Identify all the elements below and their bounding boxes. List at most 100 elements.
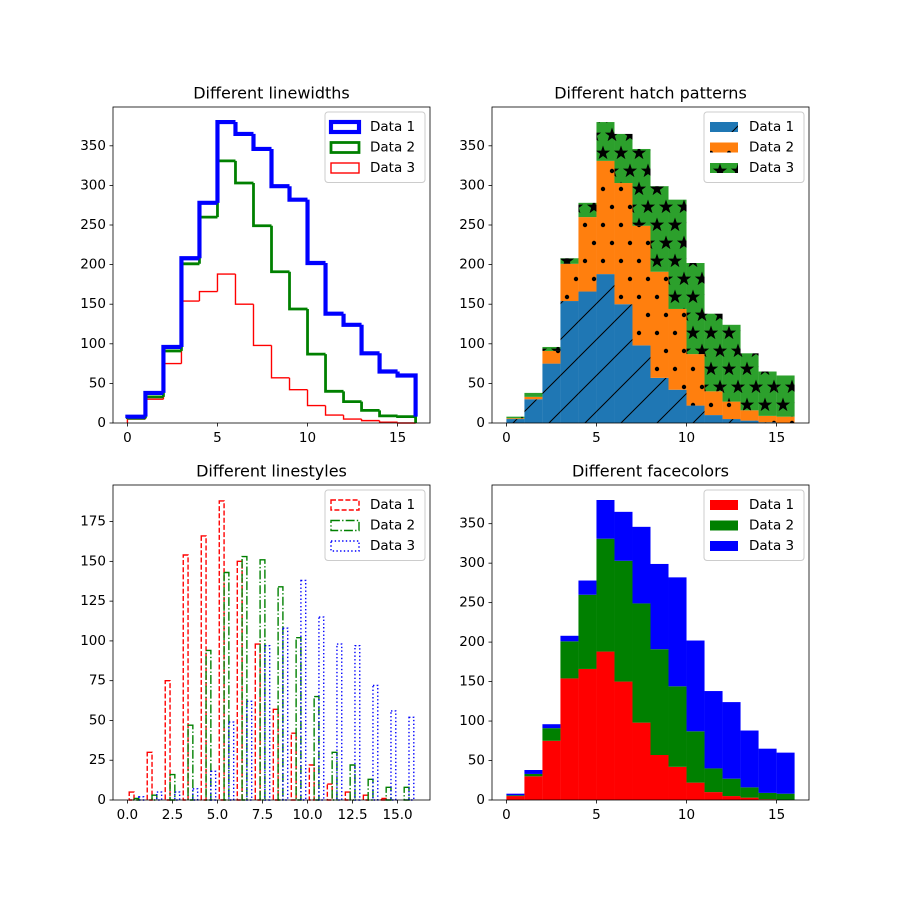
step-segment — [198, 290, 218, 302]
y-tick-label: 175 — [80, 514, 106, 530]
bar — [668, 686, 687, 767]
x-tick-label: 7.5 — [252, 807, 273, 823]
bar — [704, 792, 723, 800]
y-tick-label: 350 — [459, 138, 485, 154]
bar — [650, 186, 669, 272]
bar — [758, 792, 777, 800]
bar — [560, 678, 579, 800]
bar — [218, 500, 225, 801]
bar — [596, 651, 615, 800]
bar — [614, 133, 633, 184]
axes-frame — [491, 106, 810, 424]
bar — [272, 708, 279, 801]
step-segment — [306, 308, 326, 356]
step-segment — [359, 324, 380, 356]
x-tick-label: 12.5 — [338, 807, 368, 823]
bar — [210, 770, 217, 801]
step-segment — [342, 415, 362, 420]
bar — [704, 415, 723, 423]
legend-swatch — [328, 119, 362, 135]
bar — [560, 641, 579, 679]
legend-label: Data 2 — [749, 518, 794, 534]
legend-label: Data 3 — [749, 160, 794, 176]
step-segment — [396, 415, 417, 423]
bar — [128, 791, 135, 801]
bar — [776, 375, 795, 417]
bar — [390, 710, 397, 801]
bar — [722, 702, 741, 779]
step-segment — [324, 405, 344, 416]
y-tick-label: 75 — [89, 673, 106, 689]
y-tick-label: 350 — [459, 516, 485, 532]
bar — [236, 560, 243, 801]
bar — [542, 350, 561, 364]
step-segment — [323, 263, 344, 316]
bar — [403, 786, 410, 801]
bar — [331, 751, 338, 801]
y-tick-label: 200 — [459, 257, 485, 273]
legend-label: Data 3 — [370, 538, 415, 554]
bar — [560, 301, 579, 423]
step-segment — [269, 148, 290, 189]
bar — [722, 324, 741, 402]
bar — [668, 766, 687, 800]
step-segment — [179, 256, 200, 347]
y-tick-label: 0 — [476, 415, 485, 431]
legend-label: Data 2 — [749, 140, 794, 156]
x-tick-label: 0 — [502, 807, 511, 823]
bar — [578, 202, 597, 218]
bar — [758, 415, 777, 423]
bar — [632, 225, 651, 346]
bar — [776, 416, 795, 423]
step-segment — [216, 273, 236, 292]
bar — [506, 419, 525, 423]
x-tick-label: 15.0 — [383, 807, 413, 823]
y-tick-label: 0 — [476, 792, 485, 808]
bar — [506, 793, 525, 796]
bar — [542, 346, 561, 351]
step-segment — [288, 271, 308, 311]
legend-box — [324, 489, 426, 561]
step-segment — [324, 354, 344, 393]
bar — [758, 371, 777, 416]
bar — [259, 559, 266, 801]
bar — [632, 526, 651, 604]
bar — [354, 644, 361, 801]
bar — [650, 377, 669, 423]
x-tick-label: 5 — [592, 807, 601, 823]
bar — [596, 122, 615, 161]
chart-title: Different facecolors — [572, 462, 729, 481]
bar — [632, 603, 651, 723]
bar — [200, 535, 207, 801]
bar — [740, 410, 759, 421]
bar — [614, 511, 633, 561]
step-segment — [360, 401, 380, 412]
step-segment — [270, 225, 290, 274]
y-tick-label: 0 — [97, 792, 106, 808]
bar — [241, 555, 248, 801]
step-segment — [360, 419, 380, 422]
bar — [578, 217, 597, 292]
legend-label: Data 1 — [370, 119, 415, 135]
y-tick-label: 150 — [80, 553, 106, 569]
y-tick-label: 350 — [80, 138, 106, 154]
step-segment — [180, 262, 200, 351]
bar — [596, 160, 615, 275]
step-segment — [251, 133, 272, 152]
y-tick-label: 0 — [97, 415, 106, 431]
step-segment — [288, 377, 308, 391]
bar — [704, 768, 723, 793]
bar — [408, 716, 415, 801]
bar — [524, 776, 543, 800]
bar — [277, 586, 284, 801]
step-segment — [234, 274, 254, 305]
bar — [758, 748, 777, 793]
y-tick-label: 200 — [459, 634, 485, 650]
bar — [290, 732, 297, 801]
legend-swatch — [329, 141, 361, 154]
bar — [686, 782, 705, 800]
bar — [192, 788, 199, 801]
y-tick-label: 150 — [459, 674, 485, 690]
step-segment — [395, 371, 418, 417]
x-tick-label: 2.5 — [162, 807, 183, 823]
